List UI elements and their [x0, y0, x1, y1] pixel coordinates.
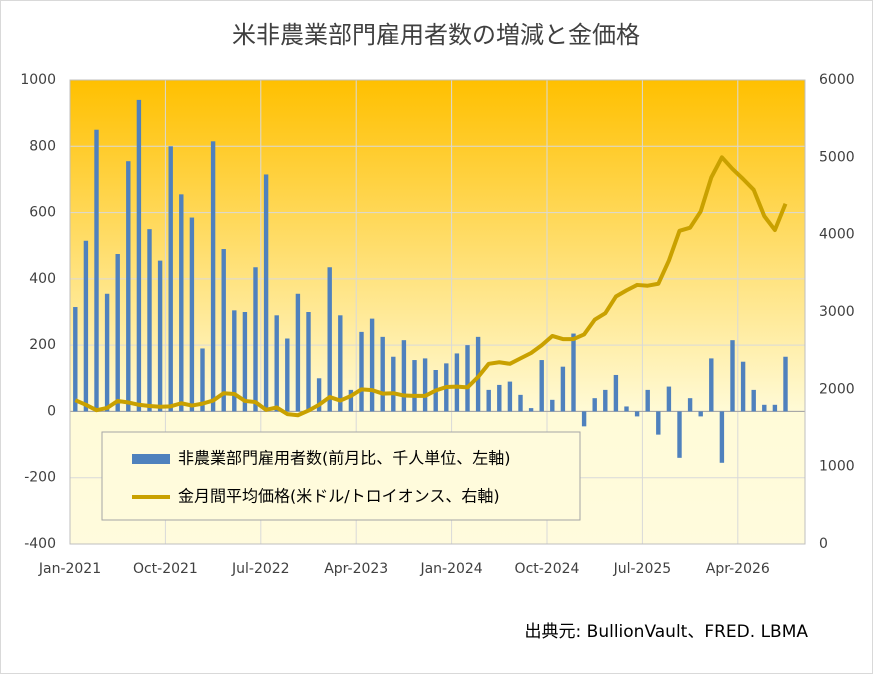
y-tick-label: 1000: [20, 72, 56, 88]
bar: [126, 161, 131, 412]
bar: [359, 331, 364, 412]
y2-tick-label: 1000: [819, 459, 855, 475]
bar: [677, 411, 682, 458]
bar: [497, 384, 502, 412]
bar: [740, 361, 746, 412]
bar: [401, 340, 407, 412]
bar: [783, 356, 788, 412]
y2-tick-label: 0: [819, 536, 828, 552]
bar: [465, 345, 470, 412]
bar: [507, 381, 513, 412]
bar: [253, 267, 258, 412]
bar: [263, 174, 269, 412]
legend-swatch: [132, 454, 170, 464]
bar: [634, 411, 640, 417]
bar: [539, 360, 544, 412]
y2-tick-label: 5000: [819, 149, 855, 165]
bar: [422, 358, 428, 412]
bar: [338, 315, 343, 412]
bar: [762, 404, 767, 412]
bar: [369, 318, 375, 412]
x-tick-label: Jan-2024: [419, 561, 482, 577]
bar: [221, 249, 226, 412]
y2-tick-label: 6000: [819, 72, 855, 88]
bar: [94, 129, 99, 412]
y-tick-label: -200: [24, 470, 56, 486]
bar: [115, 254, 120, 412]
bar: [772, 404, 778, 412]
bar: [581, 411, 587, 427]
bar: [571, 333, 576, 412]
y-tick-label: 800: [29, 138, 56, 154]
x-tick-label: Oct-2021: [133, 561, 198, 577]
bar: [751, 389, 756, 412]
bar: [83, 240, 89, 412]
bar: [518, 394, 523, 412]
bar: [486, 389, 491, 412]
y-tick-label: 600: [29, 205, 56, 221]
bar: [603, 389, 608, 412]
bar: [210, 141, 216, 412]
bar: [380, 336, 385, 412]
y-tick-label: 0: [47, 403, 56, 419]
legend-label: 非農業部門雇用者数(前月比、千人単位、左軸): [178, 449, 511, 468]
bar: [656, 411, 661, 435]
bar: [719, 411, 725, 463]
bar: [147, 229, 152, 412]
x-tick-label: Jan-2021: [38, 561, 101, 577]
source: 出典元: BullionVault、FRED. LBMA: [525, 622, 809, 642]
chart-title: 米非農業部門雇用者数の増減と金価格: [232, 21, 640, 49]
bar: [242, 312, 248, 412]
bar: [412, 360, 417, 412]
bar: [560, 366, 566, 412]
bar: [306, 312, 311, 412]
bar: [189, 217, 195, 412]
bar: [348, 389, 354, 412]
bar: [136, 99, 142, 412]
gold-line: [74, 155, 788, 418]
legend-label: 金月間平均価格(米ドル/トロイオンス、右軸): [178, 487, 500, 506]
y2-tick-label: 4000: [819, 227, 855, 243]
bar: [687, 398, 693, 412]
legend: [101, 431, 581, 521]
bar: [391, 356, 396, 412]
bar: [709, 358, 714, 412]
bar: [274, 315, 279, 412]
y-tick-label: -400: [24, 536, 56, 552]
bar: [528, 408, 534, 412]
bar: [454, 353, 460, 412]
bar: [624, 406, 629, 412]
bar: [73, 307, 78, 412]
bar: [698, 411, 703, 417]
x-tick-label: Jul-2022: [231, 561, 290, 577]
bar: [104, 293, 110, 412]
bar: [645, 389, 650, 412]
bar: [316, 378, 322, 412]
x-tick-label: Apr-2026: [706, 561, 770, 577]
bar: [168, 146, 173, 412]
bar: [295, 293, 301, 412]
bar: [550, 399, 555, 412]
bar: [327, 267, 332, 412]
y2-tick-label: 3000: [819, 304, 855, 320]
bar: [200, 348, 205, 412]
bar: [666, 386, 672, 412]
bar: [613, 374, 619, 412]
y2-tick-label: 2000: [819, 381, 855, 397]
bar: [592, 398, 597, 412]
x-tick-label: Oct-2024: [515, 561, 580, 577]
bar: [157, 260, 163, 412]
x-tick-label: Jul-2025: [613, 561, 672, 577]
y-tick-label: 400: [29, 271, 56, 287]
bar: [179, 194, 184, 412]
x-tick-label: Apr-2023: [324, 561, 388, 577]
y-tick-label: 200: [29, 337, 56, 353]
bar: [730, 340, 735, 412]
bar: [232, 310, 237, 412]
plot-border: [69, 79, 806, 545]
bar: [285, 338, 290, 412]
